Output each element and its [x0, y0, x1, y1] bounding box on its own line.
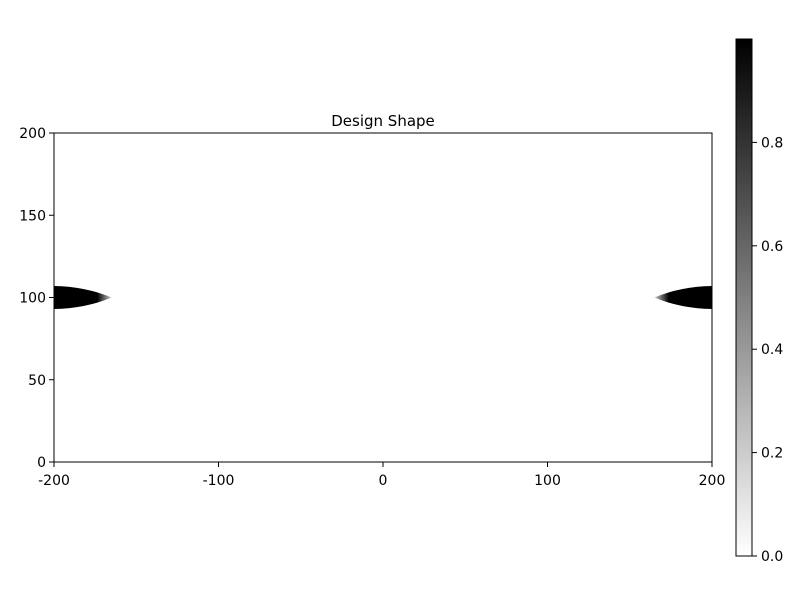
- colorbar-ticks: 0.0 0.2 0.4 0.6 0.8: [752, 135, 783, 565]
- left-lobe: [54, 285, 112, 310]
- y-tick-label: 150: [19, 208, 46, 224]
- x-tick-label: -100: [203, 473, 235, 489]
- colorbar-tick-label: 0.2: [761, 446, 783, 462]
- y-tick-label: 50: [28, 373, 46, 389]
- x-tick-label: 0: [379, 473, 388, 489]
- x-axis: -200 -100 0 100 200: [38, 462, 725, 489]
- y-tick-label: 0: [37, 455, 46, 471]
- y-axis: 0 50 100 150 200: [19, 126, 54, 471]
- x-tick-label: 100: [534, 473, 561, 489]
- x-tick-label: 200: [699, 473, 726, 489]
- chart-title: Design Shape: [331, 112, 435, 130]
- x-tick-label: -200: [38, 473, 70, 489]
- plot-area: [53, 132, 713, 463]
- right-lobe: [654, 285, 712, 310]
- colorbar: 0.0 0.2 0.4 0.6 0.8: [735, 38, 783, 565]
- colorbar-tick-label: 0.8: [761, 135, 783, 151]
- y-tick-label: 200: [19, 126, 46, 142]
- plot-background: [54, 133, 712, 462]
- heatmap-shapes: [54, 285, 712, 310]
- colorbar-tick-label: 0.6: [761, 239, 783, 255]
- colorbar-tick-label: 0.4: [761, 342, 783, 358]
- y-tick-label: 100: [19, 291, 46, 307]
- colorbar-tick-label: 0.0: [761, 549, 783, 565]
- colorbar-gradient: [735, 38, 753, 557]
